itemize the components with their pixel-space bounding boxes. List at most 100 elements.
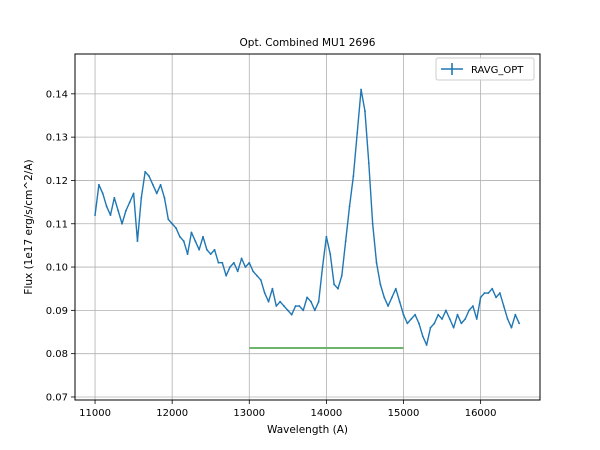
- spectrum-point: [360, 88, 362, 91]
- spectrum-point: [294, 305, 297, 307]
- spectrum-point: [175, 227, 177, 229]
- spectrum-point: [94, 214, 96, 216]
- spectrum-point: [499, 292, 501, 294]
- spectrum-point: [132, 192, 135, 195]
- spectrum-point: [367, 162, 370, 165]
- y-tick-label: 0.12: [46, 176, 68, 187]
- spectrum-point: [98, 183, 100, 186]
- spectrum-point: [433, 322, 436, 325]
- x-tick-label: 11000: [79, 408, 111, 419]
- spectrum-point: [271, 287, 274, 290]
- spectrum-point: [144, 170, 147, 173]
- spectrum-point: [263, 292, 266, 294]
- spectrum-point: [128, 201, 131, 204]
- spectrum-point: [429, 326, 432, 329]
- spectrum-point: [259, 279, 262, 281]
- spectrum-point: [387, 305, 389, 307]
- spectrum-point: [240, 257, 243, 260]
- spectrum-point: [101, 192, 104, 195]
- spectrum-point: [221, 261, 224, 264]
- spectrum-point: [148, 175, 150, 178]
- spectrum-point: [121, 222, 123, 225]
- plot-frame: [74, 53, 541, 401]
- spectrum-point: [225, 274, 228, 277]
- spectrum-point: [464, 318, 467, 320]
- spectrum-point: [421, 335, 424, 338]
- spectrum-point: [167, 218, 170, 221]
- x-axis-label: Wavelength (A): [267, 424, 348, 436]
- spectrum-point: [290, 313, 293, 316]
- spectrum-point: [402, 313, 405, 316]
- spectrum-point: [352, 175, 355, 178]
- spectrum-point: [229, 266, 231, 268]
- spectrum-point: [283, 305, 285, 307]
- spectrum-point: [441, 318, 443, 320]
- spectrum-point: [448, 318, 451, 320]
- axis-ticks: 11000 12000 13000 14000 15000 16000 0.07 0.08 0.…: [46, 89, 497, 419]
- spectrum-point: [452, 326, 455, 329]
- spectrum-point: [182, 240, 185, 242]
- spectrum-point: [337, 287, 339, 290]
- spectrum-point: [371, 222, 374, 225]
- spectrum-point: [190, 231, 193, 234]
- spectrum-point: [267, 300, 270, 303]
- spectrum-point: [178, 235, 181, 238]
- spectrum-point: [340, 274, 343, 277]
- spectrum-point: [325, 235, 328, 238]
- spectrum-point: [244, 266, 247, 268]
- y-tick-label: 0.13: [46, 133, 68, 144]
- spectrum-point: [302, 309, 305, 312]
- y-tick-label: 0.11: [46, 219, 68, 230]
- spectrum-point: [483, 292, 486, 294]
- y-tick-label: 0.14: [46, 89, 68, 100]
- spectrum-point: [456, 313, 459, 316]
- spectrum-point: [194, 240, 197, 242]
- spectrum-point: [460, 322, 463, 325]
- spectrum-point: [425, 344, 428, 346]
- spectrum-point: [171, 222, 174, 225]
- legend-box: [435, 57, 535, 81]
- spectrum-point: [510, 326, 513, 329]
- spectrum-point: [248, 261, 251, 264]
- spectrum-point: [202, 235, 204, 238]
- spectrum-point: [286, 309, 289, 312]
- legend-label: RAVG_OPT: [471, 65, 524, 76]
- spectrum-point: [117, 209, 120, 212]
- spectrum-point: [113, 196, 116, 199]
- spectrum-point: [364, 110, 366, 113]
- spectrum-point: [217, 261, 220, 264]
- y-tick-label: 0.08: [46, 349, 68, 360]
- spectrum-point: [418, 322, 420, 325]
- y-axis-label: Flux (1e17 erg/s/cm^2/A): [23, 159, 35, 294]
- x-tick-label: 15000: [388, 408, 420, 419]
- spectrum-point: [437, 313, 440, 316]
- spectrum-point: [186, 253, 189, 255]
- spectrum-point: [383, 296, 386, 299]
- spectrum-point: [151, 183, 154, 186]
- spectrum-point: [468, 309, 470, 312]
- spectrum-point: [445, 309, 447, 312]
- spectrum-point: [313, 309, 316, 312]
- spectrum-point: [518, 322, 521, 325]
- spectrum-point: [394, 287, 397, 290]
- spectrum-point: [379, 283, 382, 286]
- spectrum-point: [213, 248, 216, 251]
- spectrum-point: [275, 305, 278, 307]
- spectrum-point: [506, 318, 509, 320]
- spectrum-point: [209, 253, 212, 255]
- y-tick-label: 0.07: [46, 392, 68, 403]
- x-tick-label: 13000: [233, 408, 265, 419]
- spectrum-point: [306, 296, 309, 299]
- spectrum-point: [472, 305, 474, 307]
- spectrum-point: [414, 313, 416, 316]
- y-tick-label: 0.10: [46, 263, 68, 274]
- spectrum-point: [495, 296, 497, 299]
- spectrum-point: [410, 318, 413, 320]
- spectrum-point: [155, 192, 158, 195]
- spectrum-point: [406, 322, 409, 325]
- spectrum-point: [124, 209, 127, 212]
- legend: RAVG_OPT: [435, 57, 535, 81]
- spectrum-point: [136, 240, 139, 242]
- spectrum-point: [502, 305, 505, 307]
- spectrum-point: [298, 305, 301, 307]
